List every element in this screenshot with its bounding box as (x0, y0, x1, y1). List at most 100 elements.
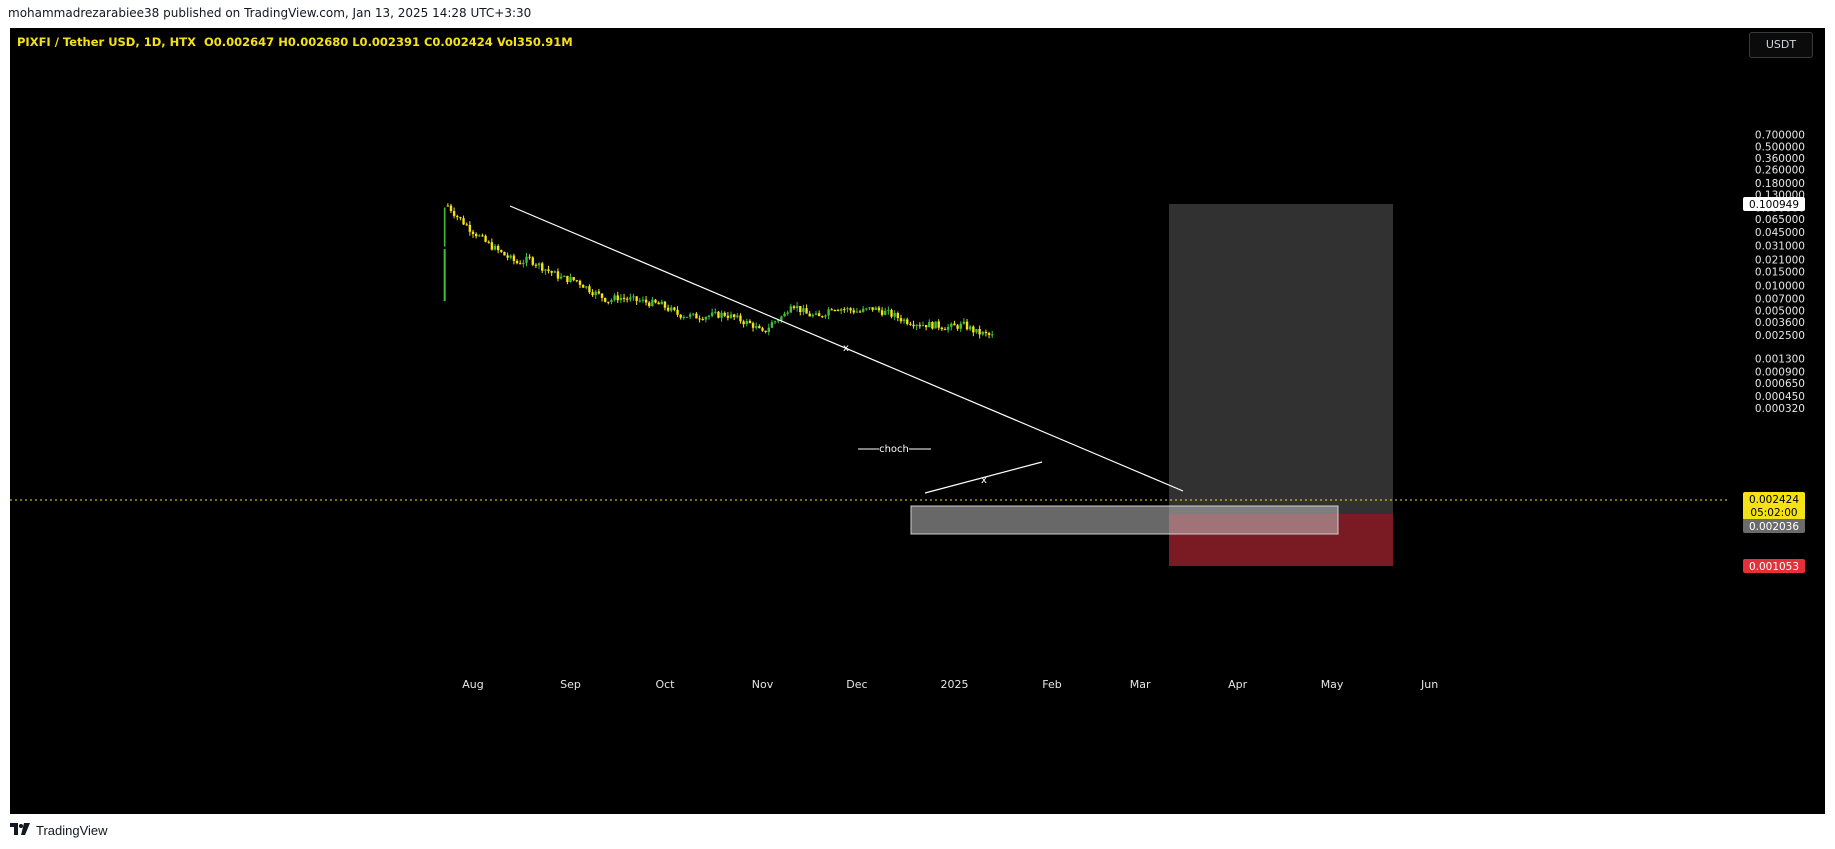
candle-body (506, 255, 509, 258)
candle-body (855, 311, 859, 313)
candle-body (575, 280, 579, 282)
candle-body (717, 311, 720, 318)
candle-body (915, 325, 918, 327)
candle-body (764, 330, 767, 333)
candle-body (509, 255, 512, 258)
candle-body (773, 321, 777, 323)
y-tick-label: 0.021000 (1755, 254, 1805, 266)
candle-body (635, 296, 638, 301)
candle-body (959, 323, 962, 329)
candle-body (452, 211, 456, 216)
candle-body (748, 320, 752, 324)
legend-symbol[interactable]: PIXFI / Tether USD, 1D, HTX (17, 35, 196, 49)
candle-body (481, 235, 484, 237)
candle-body (685, 316, 689, 318)
candle-body (610, 299, 613, 302)
x-tick-label: Nov (752, 678, 774, 691)
footer-brand[interactable]: TradingView (10, 822, 108, 838)
candle-body (783, 313, 786, 317)
candle-body (972, 326, 975, 333)
price-axis[interactable]: 0.7000000.5000000.3600000.2600000.180000… (1755, 129, 1805, 415)
candle-body (625, 298, 629, 300)
candle-body (946, 326, 950, 330)
candle-body (465, 224, 468, 226)
publish-header: mohammadrezarabiee38 published on Tradin… (8, 6, 532, 20)
y-tick-label: 0.000900 (1755, 366, 1805, 378)
demand-zone[interactable] (910, 505, 1339, 535)
candle-body (896, 313, 900, 319)
candle-body (868, 307, 871, 309)
tradingview-logo-icon (10, 822, 30, 838)
candle-body (553, 271, 557, 273)
candle-body (657, 302, 660, 305)
y-tick-label: 0.045000 (1755, 227, 1805, 239)
candle-body (500, 250, 503, 252)
entry-price-label: 0.002036 (1749, 521, 1799, 533)
x-tick-label: 2025 (940, 678, 968, 691)
candle-body (641, 299, 645, 301)
candle-body (493, 245, 497, 250)
price-chart[interactable]: choch x x 0.7000000.5000000.3600000.2600… (10, 28, 1825, 814)
candle-body (943, 329, 947, 331)
candle-body (937, 321, 940, 328)
candle-body (968, 326, 972, 330)
x-tick-label: Aug (462, 678, 483, 691)
target-zone[interactable] (1169, 204, 1393, 514)
candle-body (692, 313, 695, 315)
currency-button[interactable]: USDT (1749, 32, 1813, 58)
candle-body (862, 308, 865, 312)
chart-panel[interactable]: choch x x 0.700000 0.500000 0.360000 0.2600… (10, 28, 1825, 814)
y-tick-label: 0.065000 (1755, 214, 1805, 226)
candle-body (679, 314, 682, 318)
candle-body (519, 263, 522, 265)
candle-body (522, 262, 525, 264)
candle-body (503, 251, 506, 256)
candle-body (767, 327, 770, 333)
y-tick-label: 0.700000 (1755, 129, 1805, 141)
trendline-x-mark-1: x (843, 343, 849, 354)
y-tick-label: 0.260000 (1755, 165, 1805, 177)
candles-group (443, 203, 994, 339)
target-price-tag: 0.100949 (1743, 197, 1805, 211)
candle-body (940, 327, 944, 330)
candle-body (515, 260, 519, 264)
candle-body (799, 306, 802, 313)
y-tick-label: 0.360000 (1755, 153, 1805, 165)
candle-body (956, 325, 959, 329)
descending-trendline[interactable] (509, 205, 1184, 492)
candle-body (559, 276, 563, 279)
candle-body (600, 293, 604, 298)
time-axis[interactable]: Aug Sep Oct Nov Dec 2025 Feb Mar Apr May Jun (462, 678, 1438, 691)
candle-body (537, 263, 541, 266)
candle-body (622, 297, 626, 299)
candle-body (446, 205, 450, 207)
rising-trendline[interactable] (924, 461, 1043, 494)
candle-body (556, 271, 560, 279)
candle-body (660, 301, 664, 305)
candle-body (663, 301, 667, 308)
candle-body (893, 313, 896, 317)
candle-body (880, 310, 884, 315)
candle-body (704, 317, 708, 320)
candle-body (874, 307, 877, 310)
candle-body (666, 307, 670, 311)
candle-body (921, 325, 925, 327)
candle-body (871, 307, 874, 310)
candle-body (953, 323, 956, 326)
candle-body (981, 331, 984, 335)
candle-body (839, 309, 843, 311)
candle-body (695, 313, 698, 319)
candle-body (547, 269, 550, 272)
candle-body (934, 321, 937, 329)
candle-body (729, 314, 733, 318)
symbol-legend: PIXFI / Tether USD, 1D, HTX O0.002647 H0… (17, 35, 573, 49)
candle-body (827, 309, 830, 316)
candle-body (843, 309, 846, 311)
y-tick-label: 0.001300 (1755, 353, 1805, 365)
candle-body (909, 323, 912, 325)
candle-body (805, 308, 808, 314)
candle-body (795, 306, 799, 309)
legend-open: O0.002647 (204, 35, 275, 49)
candle-body (629, 297, 632, 300)
y-tick-label: 0.180000 (1755, 178, 1805, 190)
